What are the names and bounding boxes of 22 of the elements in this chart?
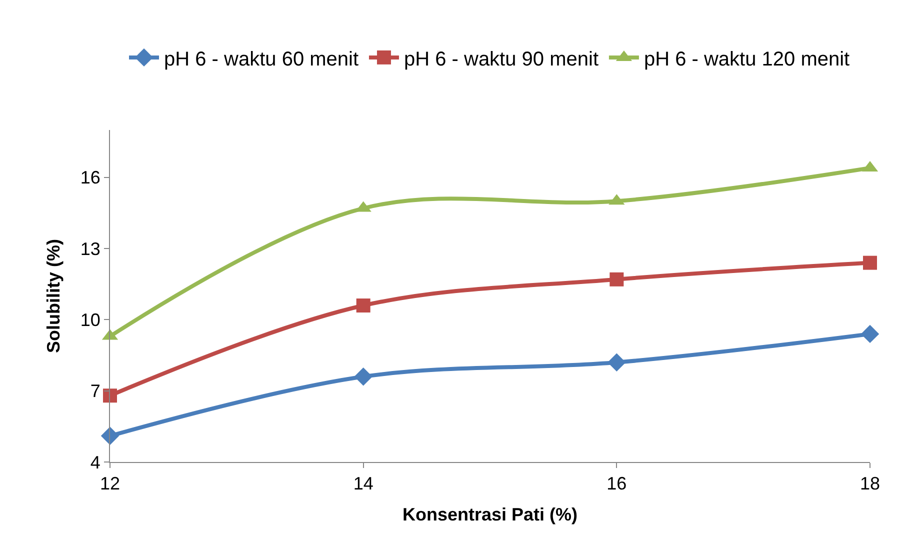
point (100, 426, 120, 446)
x-tick-label: 18 (860, 474, 880, 494)
legend-label: pH 6 - waktu 90 menit (404, 48, 599, 70)
point (356, 298, 370, 312)
x-tick-label: 14 (353, 474, 374, 494)
point (610, 272, 624, 286)
x-axis-title: Konsentrasi Pati (%) (402, 504, 578, 525)
y-axis-title: Solubility (%) (44, 239, 64, 353)
legend-label: pH 6 - waktu 120 menit (644, 48, 850, 70)
x-tick-label: 16 (606, 474, 627, 494)
y-tick-label: 10 (80, 310, 100, 330)
y-tick-label: 13 (80, 238, 100, 259)
point (863, 256, 877, 270)
x-tick-label: 12 (100, 474, 120, 494)
point (608, 353, 626, 372)
point (860, 324, 880, 344)
point (103, 388, 117, 403)
y-tick-label: 4 (90, 452, 100, 472)
y-tick-label: 7 (90, 381, 100, 402)
point (354, 368, 372, 386)
y-tick-label: 16 (80, 168, 100, 188)
legend-label: pH 6 - waktu 60 menit (164, 48, 359, 70)
